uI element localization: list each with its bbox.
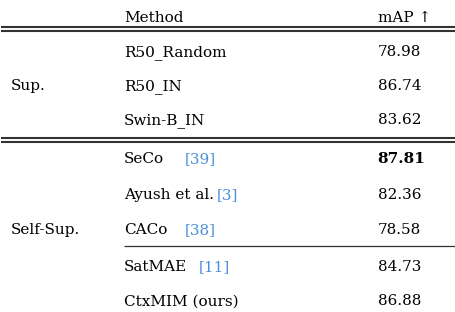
Text: 78.98: 78.98 — [377, 46, 420, 59]
Text: SatMAE: SatMAE — [123, 260, 187, 274]
Text: [11]: [11] — [198, 260, 229, 274]
Text: 83.62: 83.62 — [377, 114, 420, 127]
Text: CACo: CACo — [123, 223, 167, 237]
Text: Swin-B_IN: Swin-B_IN — [123, 113, 205, 128]
Text: R50_Random: R50_Random — [123, 45, 226, 60]
Text: [38]: [38] — [185, 223, 216, 237]
Text: 84.73: 84.73 — [377, 260, 420, 274]
Text: Ayush et al.: Ayush et al. — [123, 188, 213, 202]
Text: [3]: [3] — [216, 188, 238, 202]
Text: Method: Method — [123, 12, 183, 25]
Text: mAP ↑: mAP ↑ — [377, 12, 430, 25]
Text: R50_IN: R50_IN — [123, 79, 181, 94]
Text: Sup.: Sup. — [10, 80, 45, 93]
Text: 82.36: 82.36 — [377, 188, 420, 202]
Text: 78.58: 78.58 — [377, 223, 420, 237]
Text: [39]: [39] — [185, 152, 216, 166]
Text: 86.74: 86.74 — [377, 80, 420, 93]
Text: SeCo: SeCo — [123, 152, 163, 166]
Text: 86.88: 86.88 — [377, 294, 420, 308]
Text: Self-Sup.: Self-Sup. — [10, 223, 80, 237]
Text: 87.81: 87.81 — [377, 152, 425, 166]
Text: CtxMIM (ours): CtxMIM (ours) — [123, 294, 238, 308]
